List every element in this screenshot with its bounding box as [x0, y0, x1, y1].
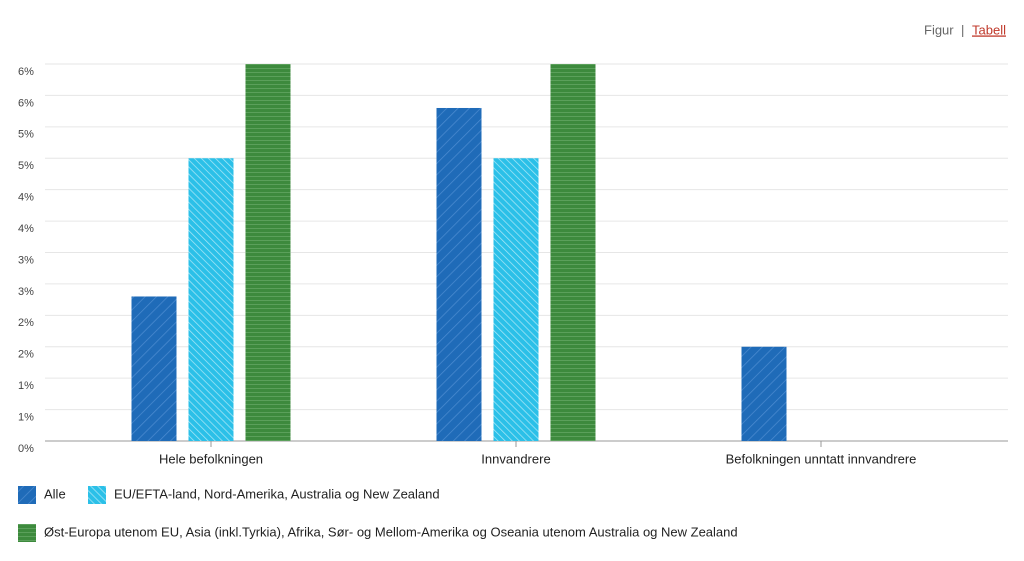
y-tick-label: 2% [18, 349, 34, 361]
legend-label: Alle [44, 486, 66, 501]
x-tick-label: Innvandrere [481, 451, 550, 466]
y-tick-label: 5% [18, 129, 34, 141]
bar [131, 296, 177, 441]
x-tick-label: Befolkningen unntatt innvandrere [726, 451, 917, 466]
legend-swatch [18, 524, 36, 542]
bar [436, 107, 482, 441]
legend-label: EU/EFTA-land, Nord-Amerika, Australia og… [114, 486, 440, 501]
bar [550, 64, 596, 441]
tabell-link[interactable]: Tabell [972, 22, 1006, 37]
separator: | [961, 22, 964, 37]
y-tick-label: 6% [18, 97, 34, 109]
y-tick-label: 4% [18, 223, 34, 235]
legend-swatch [88, 486, 106, 504]
legend-swatch [18, 486, 36, 504]
x-tick-label: Hele befolkningen [159, 451, 263, 466]
bar [188, 158, 234, 441]
y-tick-label: 6% [18, 66, 34, 78]
legend-label: Øst-Europa utenom EU, Asia (inkl.Tyrkia)… [44, 524, 738, 539]
y-tick-label: 1% [18, 411, 34, 423]
y-tick-label: 2% [18, 317, 34, 329]
bar [245, 64, 291, 441]
figur-link[interactable]: Figur [924, 22, 954, 37]
y-tick-label: 1% [18, 380, 34, 392]
y-tick-label: 0% [18, 443, 34, 455]
y-tick-label: 5% [18, 160, 34, 172]
bar [493, 158, 539, 441]
bar [741, 346, 787, 441]
y-tick-label: 3% [18, 254, 34, 266]
y-tick-label: 3% [18, 286, 34, 298]
y-tick-label: 4% [18, 192, 34, 204]
